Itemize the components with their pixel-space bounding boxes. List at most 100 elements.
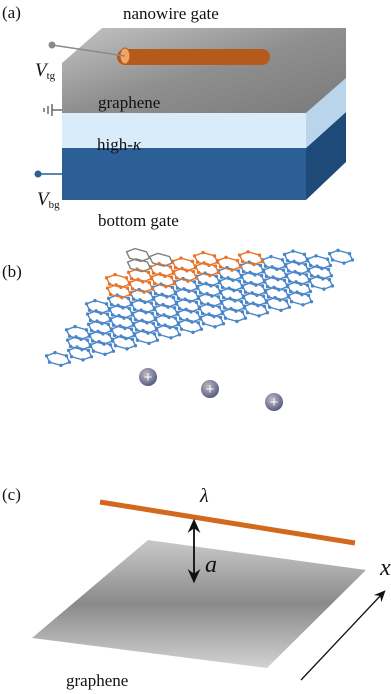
lattice-atom [306, 293, 311, 298]
lattice-atom [156, 322, 161, 327]
lattice-atom [157, 332, 162, 337]
lattice-atom [111, 349, 116, 353]
lattice-atom [88, 344, 93, 349]
lattice-atom [265, 284, 270, 289]
lattice-atom [330, 258, 335, 262]
lattice-atom [143, 300, 147, 305]
lattice-atom [301, 303, 305, 307]
lattice-atom [167, 315, 171, 320]
lattice-atom [267, 305, 272, 309]
x-axis-label: x [380, 555, 391, 581]
lattice-atom [155, 312, 160, 316]
lattice-atom [218, 291, 223, 295]
lattice-atom [152, 332, 157, 336]
lattice-atom [174, 326, 179, 331]
lattice-atom [278, 298, 282, 302]
lattice-atom [87, 308, 92, 312]
lattice-atom [221, 295, 226, 300]
distance-a-label: a [205, 552, 217, 578]
lattice-atom [86, 322, 91, 327]
lattice-atom [128, 292, 133, 297]
lattice-atom [174, 276, 179, 280]
lattice-atom [128, 317, 133, 321]
kappa-symbol: κ [132, 135, 142, 154]
lattice-atom [286, 295, 291, 299]
lattice-atom [243, 316, 248, 320]
lattice-atom [68, 344, 73, 349]
lattice-atom [280, 258, 285, 262]
lattice-atom [288, 289, 293, 294]
lattice-atom [85, 312, 90, 316]
lattice-atom [330, 284, 335, 288]
lattice-atom [190, 259, 195, 264]
lattice-atom [217, 280, 222, 285]
lattice-atom [113, 343, 118, 348]
lattice-atom [84, 302, 89, 306]
lattice-atom [149, 276, 154, 281]
lattice-atom [254, 283, 258, 287]
lattice-atom [230, 268, 234, 272]
vtg-symbol: V [35, 60, 47, 81]
lattice-atom [325, 257, 330, 261]
lattice-atom [129, 327, 134, 331]
lattice-atom [261, 294, 266, 298]
vbg-symbol: V [37, 189, 49, 210]
lattice-atom [242, 306, 247, 310]
lattice-atom [106, 322, 111, 327]
lattice-atom [67, 360, 72, 364]
panel-c-label: (c) [2, 485, 21, 504]
lattice-atom [185, 269, 189, 273]
lattice-atom [152, 307, 157, 312]
lattice-atom [299, 282, 303, 287]
lattice-atom [262, 304, 267, 309]
lattice-atom [284, 274, 289, 279]
lattice-atom [222, 306, 227, 310]
lattice-atom [263, 290, 268, 294]
lattice-atom [298, 272, 302, 276]
lattice-atom [237, 253, 242, 257]
lattice-atom [173, 316, 178, 320]
lattice-atom [241, 269, 246, 274]
lattice-atom [212, 314, 216, 319]
lattice-atom [190, 320, 194, 324]
lattice-atom [310, 284, 315, 288]
lattice-atom [281, 268, 286, 272]
lattice-atom [302, 252, 307, 257]
lattice-atom [328, 263, 333, 268]
lattice-atom [177, 332, 182, 337]
lattice-atom [109, 328, 114, 333]
lattice-atom [122, 316, 126, 320]
lattice-atom [108, 318, 113, 323]
lattice-atom [210, 294, 214, 298]
lattice-atom [53, 350, 57, 355]
ground-icon [43, 104, 62, 116]
lattice-atom [154, 328, 159, 332]
vbg-subscript: bg [48, 199, 60, 211]
lattice-atom [130, 337, 135, 342]
high-k-front [62, 113, 306, 148]
panel-c-geometry [32, 499, 386, 681]
lattice-atom [141, 280, 145, 284]
lattice-atom [81, 358, 85, 362]
lattice-atom [197, 280, 202, 285]
lattice-atom [105, 286, 110, 290]
lattice-atom [131, 323, 136, 327]
lattice-atom [133, 343, 138, 348]
lattice-atom [109, 302, 114, 307]
lattice-atom [101, 332, 105, 336]
lattice-atom [304, 273, 309, 277]
lattice-atom [285, 284, 290, 289]
lattice-atom [154, 302, 159, 306]
high-k-label: high-κ [97, 136, 141, 153]
lattice-atom [342, 261, 346, 265]
lattice-atom [168, 325, 172, 330]
lattice-atom [111, 323, 116, 327]
lattice-atom [235, 319, 239, 324]
lattice-atom [131, 297, 136, 301]
lattice-atom [99, 311, 103, 316]
lattice-atom [104, 302, 109, 306]
lattice-atom [309, 273, 314, 278]
lattice-atom [174, 302, 179, 306]
lattice-hexagon [148, 252, 174, 267]
lattice-atom [238, 289, 243, 294]
